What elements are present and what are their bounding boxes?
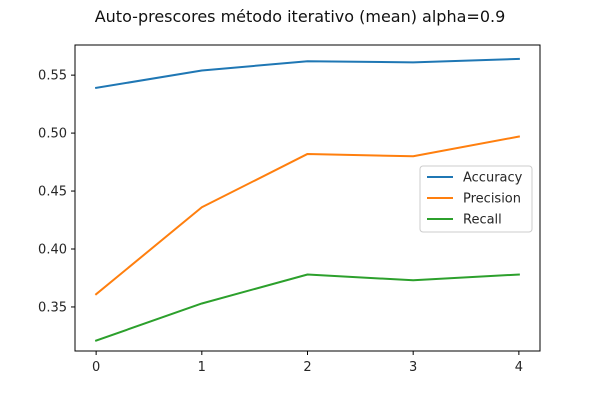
legend-label-accuracy: Accuracy [463,171,523,186]
axes: 0 1 2 3 4 0.35 0.40 0.45 0.50 0.55 [38,44,541,375]
legend-label-precision: Precision [463,192,521,207]
legend-box [419,165,533,233]
y-tick-label: 0.50 [38,127,67,142]
y-tick-label: 0.55 [38,69,67,84]
x-tick-label: 1 [198,360,206,375]
plot-area [94,57,521,342]
y-tick-label: 0.45 [38,185,67,200]
series-line-precision [94,135,521,296]
legend-label-recall: Recall [463,213,502,228]
legend: Accuracy Precision Recall [419,165,533,233]
x-tick-label: 2 [303,360,311,375]
series-line-recall [94,273,520,342]
chart-title: Auto-prescores método iterativo (mean) a… [95,7,506,26]
y-tick-label: 0.35 [38,300,67,315]
x-tick-label: 0 [92,360,100,375]
y-tick-label: 0.40 [38,243,67,258]
x-tick-label: 4 [515,360,523,375]
series-line-accuracy [94,57,520,90]
x-tick-label: 3 [409,360,417,375]
